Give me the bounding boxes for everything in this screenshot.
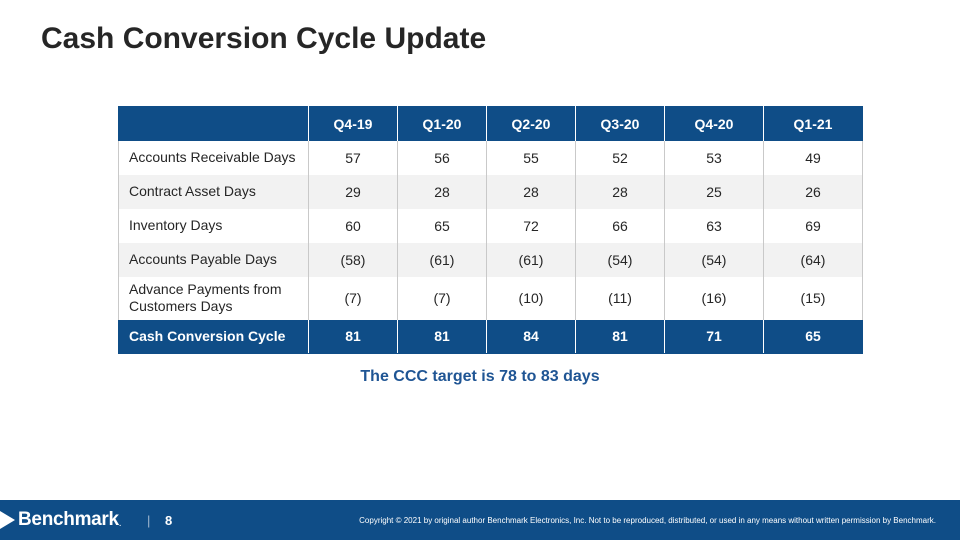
row-label: Advance Payments from Customers Days bbox=[118, 276, 309, 320]
column-header: Q4-20 bbox=[664, 106, 764, 141]
copyright-notice: Copyright © 2021 by original author Benc… bbox=[359, 516, 936, 525]
row-label: Contract Asset Days bbox=[118, 174, 309, 209]
total-cell: 71 bbox=[664, 319, 764, 354]
table-row: Advance Payments from Customers Days (7)… bbox=[118, 276, 863, 320]
table-cell: 66 bbox=[575, 208, 665, 243]
brand-name: Benchmark bbox=[18, 509, 119, 530]
ccc-target-note: The CCC target is 78 to 83 days bbox=[360, 368, 600, 385]
total-cell: 65 bbox=[763, 319, 863, 354]
table-cell: (61) bbox=[397, 242, 487, 277]
column-header: Q1-20 bbox=[397, 106, 487, 141]
table-cell: 60 bbox=[308, 208, 398, 243]
table-cell: (16) bbox=[664, 276, 764, 320]
total-cell: 84 bbox=[486, 319, 576, 354]
page-number: 8 bbox=[165, 513, 173, 528]
table-cell: (64) bbox=[763, 242, 863, 277]
table-header-row: Q4-19 Q1-20 Q2-20 Q3-20 Q4-20 Q1-21 bbox=[118, 106, 863, 141]
table-cell: (7) bbox=[397, 276, 487, 320]
table-cell: (61) bbox=[486, 242, 576, 277]
footer-separator: | bbox=[147, 513, 151, 528]
column-header: Q3-20 bbox=[575, 106, 665, 141]
column-header: Q4-19 bbox=[308, 106, 398, 141]
table-row: Contract Asset Days 29 28 28 28 25 26 bbox=[118, 174, 863, 209]
table-cell: 55 bbox=[486, 140, 576, 175]
total-cell: 81 bbox=[308, 319, 398, 354]
table-cell: (58) bbox=[308, 242, 398, 277]
table-cell: 49 bbox=[763, 140, 863, 175]
table-cell: 52 bbox=[575, 140, 665, 175]
table-cell: 63 bbox=[664, 208, 764, 243]
table-row: Accounts Payable Days (58) (61) (61) (54… bbox=[118, 242, 863, 277]
total-row: Cash Conversion Cycle 81 81 84 81 71 65 bbox=[118, 319, 863, 354]
table-cell: 72 bbox=[486, 208, 576, 243]
table-cell: (54) bbox=[664, 242, 764, 277]
ccc-table: Q4-19 Q1-20 Q2-20 Q3-20 Q4-20 Q1-21 Acco… bbox=[118, 106, 863, 354]
table-cell: (54) bbox=[575, 242, 665, 277]
table-cell: (15) bbox=[763, 276, 863, 320]
row-label: Accounts Payable Days bbox=[118, 242, 309, 277]
table-cell: 69 bbox=[763, 208, 863, 243]
total-label: Cash Conversion Cycle bbox=[118, 319, 309, 354]
footer-bar: Benchmark . | 8 Copyright © 2021 by orig… bbox=[0, 500, 960, 540]
table-cell: (10) bbox=[486, 276, 576, 320]
table-cell: (7) bbox=[308, 276, 398, 320]
row-label: Inventory Days bbox=[118, 208, 309, 243]
table-cell: 26 bbox=[763, 174, 863, 209]
table-row: Accounts Receivable Days 57 56 55 52 53 … bbox=[118, 140, 863, 175]
table-cell: 28 bbox=[397, 174, 487, 209]
benchmark-logo: Benchmark . bbox=[0, 509, 122, 531]
table-cell: (11) bbox=[575, 276, 665, 320]
table-cell: 28 bbox=[575, 174, 665, 209]
table-cell: 29 bbox=[308, 174, 398, 209]
total-cell: 81 bbox=[397, 319, 487, 354]
table-cell: 57 bbox=[308, 140, 398, 175]
logo-dot: . bbox=[118, 518, 122, 529]
table-cell: 25 bbox=[664, 174, 764, 209]
column-header: Q2-20 bbox=[486, 106, 576, 141]
header-blank-cell bbox=[118, 106, 309, 141]
table-row: Inventory Days 60 65 72 66 63 69 bbox=[118, 208, 863, 243]
total-cell: 81 bbox=[575, 319, 665, 354]
table-cell: 53 bbox=[664, 140, 764, 175]
table-cell: 28 bbox=[486, 174, 576, 209]
table-cell: 56 bbox=[397, 140, 487, 175]
slide-title: Cash Conversion Cycle Update bbox=[41, 22, 487, 55]
row-label: Accounts Receivable Days bbox=[118, 140, 309, 175]
table-cell: 65 bbox=[397, 208, 487, 243]
logo-arrow-icon bbox=[0, 511, 15, 529]
column-header: Q1-21 bbox=[763, 106, 863, 141]
